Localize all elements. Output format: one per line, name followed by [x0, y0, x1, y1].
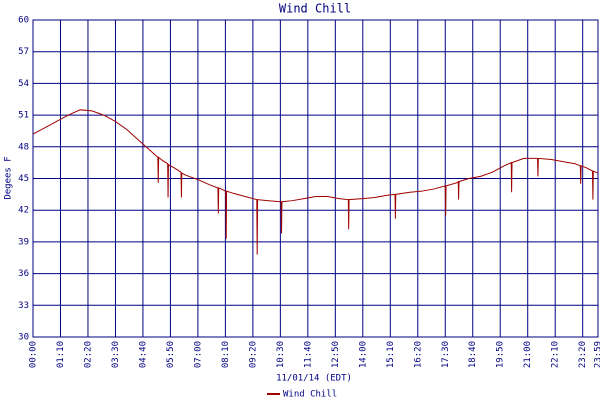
legend-label: Wind Chill: [283, 390, 337, 400]
x-tick-label: 09:20: [248, 341, 258, 368]
x-tick-label: 15:10: [386, 341, 396, 368]
y-tick-label: 45: [18, 174, 29, 184]
y-tick-label: 39: [18, 237, 29, 247]
x-tick-label: 00:00: [29, 341, 39, 368]
y-axis-label: Degees F: [4, 156, 14, 199]
y-tick-label: 30: [18, 333, 29, 343]
x-tick-label: 08:10: [221, 341, 231, 368]
x-tick-label: 21:00: [523, 341, 533, 368]
y-tick-label: 33: [18, 301, 29, 311]
data-line: [32, 109, 599, 255]
y-tick-label: 36: [18, 269, 29, 279]
x-tick-label: 11:40: [303, 341, 313, 368]
x-tick-label: 23:20: [578, 341, 588, 368]
x-tick-label: 04:40: [138, 341, 148, 368]
chart-title: Wind Chill: [279, 2, 351, 16]
x-tick-label: 12:50: [331, 341, 341, 368]
y-tick-label: 51: [18, 111, 29, 121]
y-tick-label: 42: [18, 206, 29, 216]
x-tick-label: 14:00: [358, 341, 368, 368]
x-tick-label: 19:50: [496, 341, 506, 368]
x-tick-label: 16:20: [413, 341, 423, 368]
x-tick-label: 03:30: [111, 341, 121, 368]
x-tick-label: 23:59: [594, 341, 600, 368]
x-tick-label: 01:10: [56, 341, 66, 368]
y-tick-label: 57: [18, 47, 29, 57]
x-tick-label: 02:20: [83, 341, 93, 368]
y-tick-label: 48: [18, 142, 29, 152]
x-tick-label: 10:30: [276, 341, 286, 368]
y-tick-label: 60: [18, 16, 29, 26]
x-tick-label: 22:10: [551, 341, 561, 368]
x-tick-label: 05:50: [166, 341, 176, 368]
x-tick-label: 07:00: [193, 341, 203, 368]
x-tick-label: 17:30: [441, 341, 451, 368]
x-axis-label: 11/01/14 (EDT): [276, 374, 352, 384]
x-tick-label: 18:40: [468, 341, 478, 368]
y-tick-label: 54: [18, 79, 29, 89]
